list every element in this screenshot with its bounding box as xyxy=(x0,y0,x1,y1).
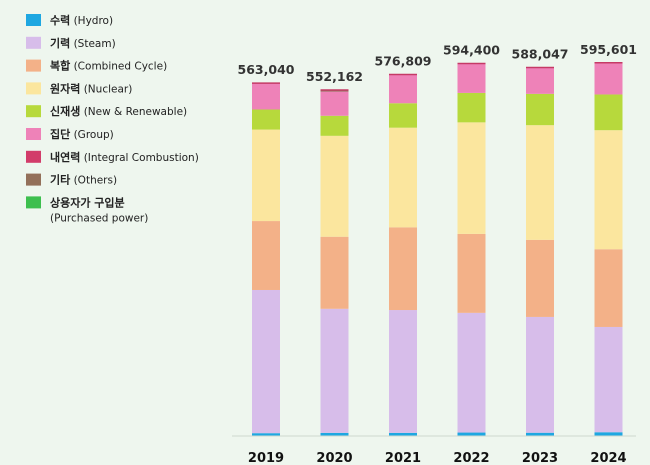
bar-segment-2023-nuclear xyxy=(526,125,554,240)
bar-segment-2020-nuclear xyxy=(320,135,349,237)
bar-segment-2024-combined-cycle xyxy=(594,249,623,327)
total-label-2024: 595,601 xyxy=(580,42,637,57)
legend-label-integral-combustion: 내연력 (Integral Combustion) xyxy=(50,150,199,164)
bar-segment-2022-group xyxy=(457,63,486,93)
year-label-2020: 2020 xyxy=(316,451,352,465)
legend-swatch-combined-cycle xyxy=(26,59,41,72)
bar-segment-2021-steam xyxy=(389,310,417,433)
bar-segment-2019-new-renewable xyxy=(252,109,280,130)
bar-segment-2019-nuclear xyxy=(252,129,280,222)
legend-swatch-group xyxy=(26,128,41,140)
bar-segment-2020-combined-cycle xyxy=(320,236,349,309)
bar-segment-2019-hydro xyxy=(252,433,280,436)
bar-segment-2019-combined-cycle xyxy=(252,221,280,290)
bar-segment-2020-others xyxy=(320,89,349,92)
legend-swatch-hydro xyxy=(26,14,41,26)
bar-segment-2023-steam xyxy=(526,316,554,433)
bar-segment-2022-combined-cycle xyxy=(457,233,486,313)
total-label-2023: 588,047 xyxy=(512,46,569,61)
bar-segment-2023-group xyxy=(526,67,554,94)
bar-segment-2019-group xyxy=(252,83,280,110)
legend-label-purchased-power: 상용자가 구입분 (Purchased power) xyxy=(50,195,148,224)
bar-segment-2023-new-renewable xyxy=(526,93,554,126)
bar-segment-2024-new-renewable xyxy=(594,94,623,131)
legend-label-group: 집단 (Group) xyxy=(50,127,114,141)
legend-swatch-integral-combustion xyxy=(26,150,41,163)
bar-segment-2020-steam xyxy=(320,308,349,433)
legend-swatch-purchased-power xyxy=(26,196,41,209)
year-label-2022: 2022 xyxy=(453,451,489,465)
bar-segment-2023-combined-cycle xyxy=(526,239,554,317)
bar-segment-2022-nuclear xyxy=(457,122,486,234)
bar-segment-2021-hydro xyxy=(389,432,417,436)
legend-swatch-steam xyxy=(26,36,41,49)
legend-swatch-nuclear xyxy=(26,82,41,95)
bar-segment-2021-combined-cycle xyxy=(389,227,417,311)
bar-segment-2021-nuclear xyxy=(389,127,417,228)
year-label-2024: 2024 xyxy=(590,451,626,465)
bar-segment-2022-hydro xyxy=(457,432,486,436)
labels-layer: 563,040 2019 552,162 2020 576,809 2021 594,400… xyxy=(238,42,637,465)
bars-area xyxy=(252,62,623,436)
bar-segment-2024-steam xyxy=(594,326,623,433)
legend-label-new-renewable: 신재생 (New & Renewable) xyxy=(50,104,187,118)
bar-segment-2022-steam xyxy=(457,312,486,433)
legend-swatch-others xyxy=(26,173,41,186)
chart-legend: 수력 (Hydro) 기력 (Steam) 복합 (Combined Cycle) 원… xyxy=(26,14,199,224)
bar-segment-2020-new-renewable xyxy=(320,115,349,136)
total-label-2019: 563,040 xyxy=(238,62,295,77)
year-label-2023: 2023 xyxy=(522,451,558,465)
bar-segment-2022-new-renewable xyxy=(457,92,486,123)
year-label-2019: 2019 xyxy=(248,451,284,465)
total-label-2021: 576,809 xyxy=(375,54,432,69)
bar-segment-2021-new-renewable xyxy=(389,103,417,128)
bar-segment-2024-group xyxy=(594,62,623,95)
bar-segment-2021-group xyxy=(389,74,417,104)
total-label-2020: 552,162 xyxy=(306,69,363,84)
bar-segment-2023-hydro xyxy=(526,432,554,436)
total-label-2022: 594,400 xyxy=(443,43,500,58)
legend-label-others: 기타 (Others) xyxy=(50,173,117,187)
year-label-2021: 2021 xyxy=(385,451,421,465)
bar-segment-2019-steam xyxy=(252,289,280,434)
legend-label-nuclear: 원자력 (Nuclear) xyxy=(50,81,132,95)
legend-label-combined-cycle: 복합 (Combined Cycle) xyxy=(50,59,167,73)
legend-swatch-new-renewable xyxy=(26,105,41,118)
bar-segment-2020-hydro xyxy=(320,432,349,436)
legend-label-hydro: 수력 (Hydro) xyxy=(50,14,113,27)
bar-segment-2024-hydro xyxy=(594,432,623,436)
legend-label-steam: 기력 (Steam) xyxy=(50,36,116,50)
bar-segment-2020-group xyxy=(320,91,349,116)
bar-segment-2024-nuclear xyxy=(594,130,623,250)
